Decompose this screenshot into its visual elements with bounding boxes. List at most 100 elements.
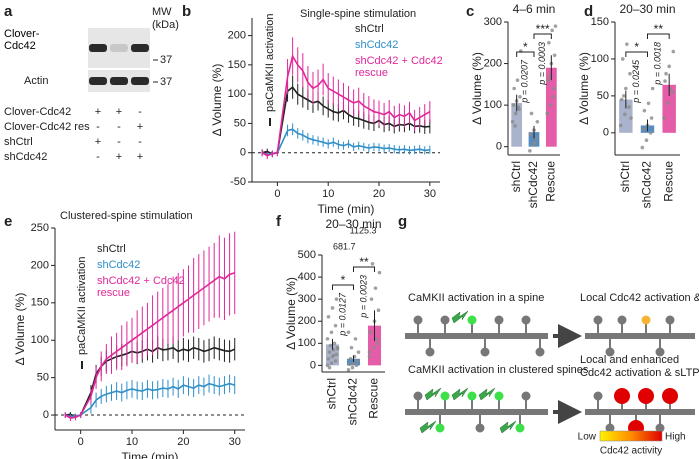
panel-label: e [4, 213, 12, 230]
x-tick-label: shCdc42 [640, 161, 654, 209]
y-axis-label: Δ Volume (%) [577, 52, 591, 125]
condition-sign: - [117, 121, 121, 133]
spine-head [605, 423, 615, 433]
spine-head [440, 315, 450, 325]
data-point [329, 330, 334, 335]
spine-head [413, 391, 423, 401]
data-point [335, 347, 340, 351]
off-scale-label: 1125.3 [350, 225, 377, 235]
data-point [623, 112, 627, 117]
condition-label: shCdc42 [4, 151, 47, 163]
spine-head [467, 391, 477, 401]
y-tick-label: 500 [298, 249, 316, 261]
data-point [329, 361, 334, 365]
y-tick-label: 200 [298, 315, 316, 327]
x-axis-label: Time (min) [122, 450, 179, 459]
data-point [629, 116, 633, 120]
spine-head [662, 388, 678, 404]
y-tick-label: 150 [228, 59, 246, 71]
significance-stars: *** [536, 22, 550, 36]
data-point [515, 78, 520, 82]
data-point [367, 354, 372, 359]
bar [511, 103, 523, 147]
data-point [553, 24, 558, 28]
blot-band [131, 44, 149, 52]
data-point [667, 64, 671, 69]
data-point [351, 361, 356, 365]
y-tick-label: 50 [597, 90, 609, 102]
diagram-text: CaMKII activation in a spine [408, 292, 544, 304]
spine-head [480, 347, 490, 357]
data-point [513, 124, 517, 128]
significance-bracket [516, 51, 535, 57]
data-point [325, 337, 330, 341]
data-point [621, 94, 626, 98]
x-axis-label: Time (min) [318, 202, 375, 216]
x-tick-label: Rescue [661, 161, 675, 202]
significance-bracket [353, 266, 375, 272]
data-point [512, 86, 516, 91]
data-point [374, 337, 379, 341]
data-point [648, 131, 653, 135]
colorbar-high: High [665, 432, 686, 443]
data-point [548, 103, 553, 107]
marker-label: 37 [160, 76, 172, 88]
y-axis-label: Δ Volume (%) [210, 64, 224, 137]
spine-head [655, 347, 665, 357]
data-point [534, 136, 539, 141]
data-point [547, 40, 551, 45]
spine-head [475, 423, 485, 433]
band-label-box: Clover-Cdc42 [4, 28, 39, 52]
data-point [367, 350, 372, 354]
data-point [368, 330, 373, 335]
data-point [533, 140, 537, 145]
chart-title: Single-spine stimulation [300, 8, 416, 20]
y-tick-label: 100 [31, 334, 49, 346]
legend-entry: shCdc42 [97, 259, 141, 271]
condition-sign: + [116, 151, 122, 163]
activation-bolt [478, 387, 496, 401]
data-point [545, 111, 549, 116]
spine-head [435, 423, 445, 433]
data-point [528, 132, 533, 137]
condition-sign: + [116, 106, 122, 118]
blot-band [89, 77, 107, 85]
significance-bracket [625, 51, 648, 57]
panel-label: c [466, 3, 474, 20]
data-point [640, 145, 645, 150]
y-tick-label: 200 [228, 29, 246, 41]
y-tick-label: 0 [240, 147, 246, 159]
spine-head [494, 391, 504, 401]
y-tick-label: 100 [228, 88, 246, 100]
spine-head [665, 315, 675, 325]
data-point [350, 365, 355, 370]
condition-sign: + [95, 136, 101, 148]
y-axis-label: Δ Volume (%) [13, 293, 27, 366]
y-axis-label: Δ Volume (%) [470, 52, 484, 125]
diagram-text: Cdc42 activation & sLTP [580, 367, 699, 379]
dendrite [585, 409, 695, 415]
y-tick-label: 200 [31, 259, 49, 271]
y-tick-label: 200 [484, 57, 502, 69]
dendrite [405, 409, 548, 415]
band-label: Actin [24, 75, 48, 87]
annotation: paCaMKII activation [264, 14, 276, 112]
data-point [649, 116, 654, 120]
p-value: p = 0.0023 [358, 275, 368, 319]
data-point [346, 367, 351, 372]
series-line [64, 272, 235, 419]
significance-stars: ** [359, 255, 369, 269]
chart-title: 20–30 min [619, 2, 675, 16]
data-point [551, 95, 555, 99]
panel-label: b [182, 3, 191, 20]
x-tick-label: 10 [322, 188, 334, 200]
x-tick-label: shCtrl [618, 161, 632, 192]
y-tick-label: 150 [591, 16, 609, 28]
condition-sign: - [138, 136, 142, 148]
x-tick-label: shCdc42 [346, 378, 360, 426]
data-point [627, 105, 631, 109]
spine-head [535, 347, 545, 357]
data-point [347, 362, 352, 367]
data-point [371, 345, 376, 350]
data-point [644, 138, 649, 143]
